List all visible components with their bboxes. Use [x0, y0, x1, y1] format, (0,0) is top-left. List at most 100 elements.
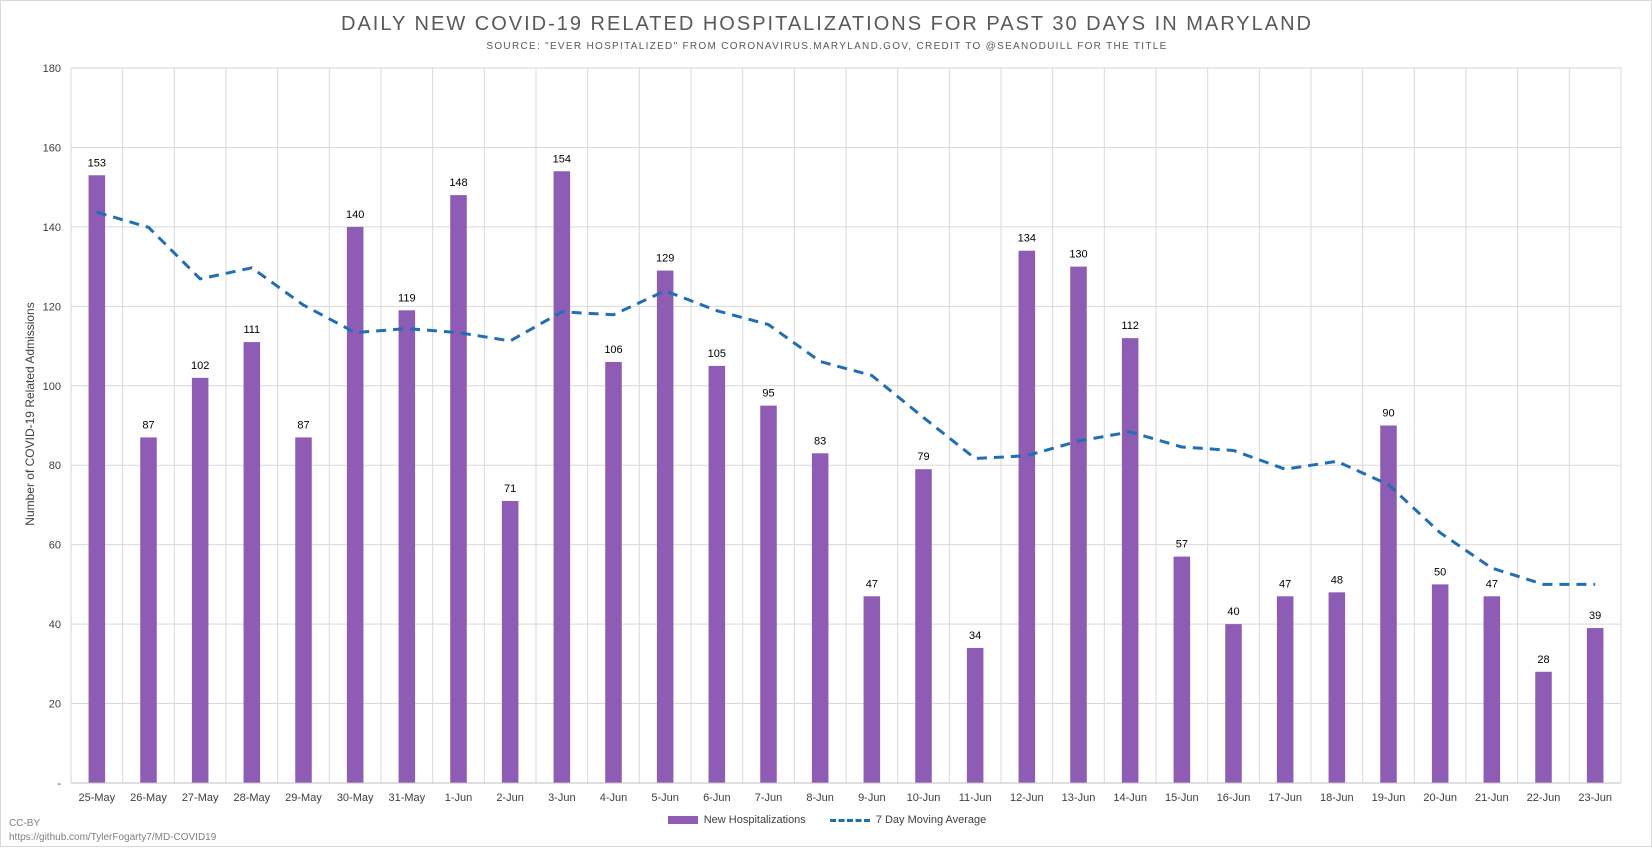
x-tick-label: 19-Jun — [1372, 792, 1406, 804]
x-tick-label: 4-Jun — [600, 792, 628, 804]
x-tick-label: 27-May — [182, 792, 219, 804]
x-tick-label: 30-May — [337, 792, 374, 804]
bar — [1070, 266, 1087, 784]
x-tick-label: 8-Jun — [806, 792, 834, 804]
bar-data-label: 106 — [604, 344, 622, 356]
x-tick-label: 31-May — [388, 792, 425, 804]
bar-data-label: 95 — [762, 388, 774, 400]
bar — [760, 405, 777, 783]
bar — [605, 361, 622, 783]
x-tick-label: 3-Jun — [548, 792, 576, 804]
bar-data-label: 134 — [1018, 233, 1036, 245]
axis-layer: - 20 40 60 80 100 120 140 160 180 25-May 26-May 27-M… — [43, 63, 1621, 804]
x-tick-label: 23-Jun — [1578, 792, 1612, 804]
bar-data-label: 48 — [1331, 574, 1343, 586]
bar — [1276, 596, 1294, 783]
y-tick-label: - — [57, 778, 61, 790]
bar-data-label: 79 — [917, 451, 929, 463]
y-tick-label: 120 — [43, 301, 61, 313]
bar-data-label: 130 — [1069, 249, 1087, 261]
bar-data-label: 129 — [656, 253, 674, 265]
bar-data-label: 71 — [504, 483, 516, 495]
bar-data-label: 47 — [1279, 578, 1291, 590]
line-layer — [96, 210, 1596, 586]
bar — [1535, 671, 1552, 783]
bar — [1431, 584, 1449, 783]
x-tick-label: 5-Jun — [651, 792, 679, 804]
y-tick-label: 100 — [43, 381, 61, 393]
legend-label-line: 7 Day Moving Average — [875, 814, 987, 826]
x-tick-label: 10-Jun — [907, 792, 941, 804]
grid-layer — [70, 67, 1622, 784]
bar — [191, 377, 209, 783]
bar-data-label: 50 — [1434, 566, 1446, 578]
bar — [346, 226, 364, 783]
bar-data-label: 102 — [191, 360, 209, 372]
bar-data-label: 140 — [346, 209, 364, 221]
bar — [1483, 596, 1501, 783]
bar — [1225, 624, 1242, 783]
x-tick-label: 20-Jun — [1423, 792, 1457, 804]
x-tick-label: 17-Jun — [1268, 792, 1302, 804]
legend-item-line: 7 Day Moving Average — [829, 814, 987, 826]
bar — [88, 175, 106, 783]
y-tick-label: 180 — [43, 63, 61, 75]
x-tick-label: 14-Jun — [1113, 792, 1147, 804]
bar — [863, 596, 881, 783]
legend-label-bars: New Hospitalizations — [703, 814, 806, 826]
bar — [1328, 592, 1346, 783]
bar — [1380, 425, 1397, 783]
bar — [295, 437, 312, 783]
chart-title: DAILY NEW COVID-19 RELATED HOSPITALIZATI… — [341, 13, 1313, 35]
bar — [398, 310, 416, 783]
x-tick-label: 15-Jun — [1165, 792, 1199, 804]
bar-data-label: 154 — [553, 153, 571, 165]
bar — [1018, 250, 1036, 783]
y-tick-label: 40 — [49, 619, 61, 631]
y-tick-label: 160 — [43, 142, 61, 154]
bar-data-label: 34 — [969, 630, 981, 642]
legend: New Hospitalizations 7 Day Moving Averag… — [1, 814, 1652, 826]
bar-data-label: 111 — [243, 324, 260, 336]
x-tick-label: 28-May — [233, 792, 270, 804]
footer-license: CC-BY — [9, 818, 41, 829]
legend-item-bars: New Hospitalizations — [667, 814, 806, 826]
x-tick-label: 11-Jun — [959, 792, 992, 804]
bar-data-label: 87 — [142, 419, 154, 431]
y-tick-label: 140 — [43, 222, 61, 234]
footer-url: https://github.com/TylerFogarty7/MD-COVI… — [9, 832, 217, 843]
bar — [915, 469, 932, 783]
bar-data-label: 148 — [449, 177, 467, 189]
bar-layer — [88, 171, 1604, 784]
bar-data-label: 47 — [1486, 578, 1498, 590]
bar-data-label: 57 — [1176, 539, 1188, 551]
bar-data-label: 153 — [88, 157, 106, 169]
x-tick-label: 6-Jun — [703, 792, 731, 804]
bar-data-label: 105 — [708, 348, 726, 360]
x-tick-label: 26-May — [130, 792, 167, 804]
legend-swatch-bar — [667, 816, 698, 824]
y-tick-label: 20 — [49, 699, 61, 711]
bar-data-label: 119 — [398, 292, 416, 304]
x-tick-label: 29-May — [285, 792, 322, 804]
x-tick-label: 25-May — [78, 792, 115, 804]
bar-data-label: 83 — [814, 435, 826, 447]
bar — [656, 270, 674, 783]
x-tick-label: 2-Jun — [496, 792, 524, 804]
bar — [811, 453, 829, 783]
bar — [966, 647, 984, 783]
bar-data-label: 39 — [1589, 610, 1601, 622]
bar-data-label: 40 — [1227, 606, 1239, 618]
legend-swatch-line — [829, 818, 870, 822]
y-axis-title: Number of COVID-19 Related Admissions — [23, 302, 37, 525]
y-tick-label: 80 — [49, 460, 61, 472]
bar-data-label: 28 — [1537, 654, 1549, 666]
x-tick-label: 18-Jun — [1320, 792, 1354, 804]
bar — [450, 195, 467, 784]
bar — [243, 342, 261, 783]
bar — [708, 365, 726, 783]
x-tick-label: 9-Jun — [858, 792, 886, 804]
moving-average-line — [96, 210, 1596, 586]
